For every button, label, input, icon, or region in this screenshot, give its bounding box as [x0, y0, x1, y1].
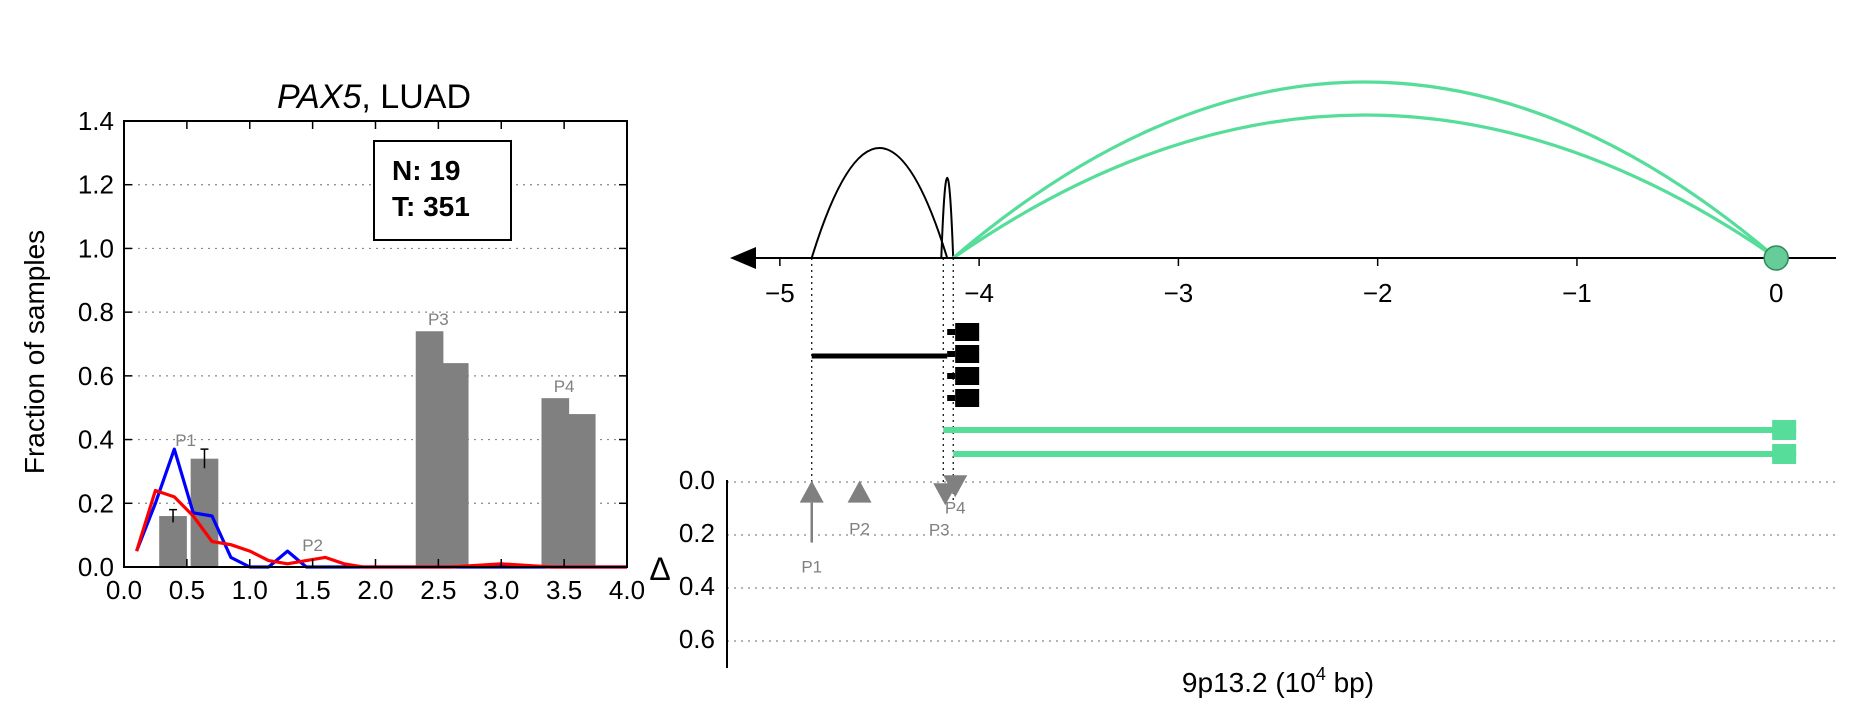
chart-title-gene: PAX5 — [277, 78, 362, 116]
genome-tick-label: −3 — [1164, 278, 1194, 308]
y-tick-label: 0.4 — [78, 425, 114, 455]
gene-model — [811, 323, 980, 407]
bar-group-label: P3 — [428, 310, 449, 329]
delta-marker-label: P2 — [849, 520, 870, 539]
x-tick-label: 4.0 — [609, 575, 645, 605]
exon-stub — [947, 373, 956, 379]
y-tick-label: 0.0 — [78, 552, 114, 582]
y-ticks: 0.0 0.2 0.4 0.6 0.8 1.0 1.2 1.4 — [78, 106, 627, 582]
y-tick-label: 1.4 — [78, 106, 114, 136]
x-tick-label: 1.0 — [232, 575, 268, 605]
exon-stub — [947, 351, 956, 357]
green-track-end — [1772, 420, 1797, 440]
delta-axis-label: Δ — [649, 551, 670, 587]
y-tick-label: 0.6 — [78, 361, 114, 391]
bar — [159, 516, 187, 567]
fraction-chart: PAX5, LUAD Fraction of samples P1P2P3P4 … — [19, 78, 645, 605]
exon-stub — [947, 329, 956, 335]
guide-lines — [811, 258, 954, 500]
chart-title-rest: , LUAD — [361, 78, 471, 116]
delta-up-triangle — [799, 480, 824, 503]
x-tick-label: 2.0 — [357, 575, 393, 605]
genome-axis-label-main: 9p13.2 (10 — [1182, 667, 1316, 698]
x-tick-label: 2.5 — [420, 575, 456, 605]
genome-ticks: −5 −4 −3 −2 −1 0 — [765, 258, 1783, 308]
y-tick-label: 1.2 — [78, 170, 114, 200]
delta-markers: P1 P2 P3 P4 — [799, 475, 968, 577]
counts-box: N: 19 T: 351 — [373, 140, 512, 241]
delta-ticks: 0.0 0.2 0.4 0.6 — [679, 465, 715, 654]
y-axis-label: Fraction of samples — [19, 230, 50, 474]
bar — [567, 414, 596, 567]
genome-tick-label: −2 — [1363, 278, 1393, 308]
x-tick-label: 1.5 — [295, 575, 331, 605]
x-tick-label: 3.5 — [546, 575, 582, 605]
delta-down-triangle — [943, 475, 968, 498]
exon-block — [955, 345, 980, 363]
delta-marker-label: P1 — [801, 558, 822, 577]
exon-stub — [947, 395, 956, 401]
delta-tick-label: 0.4 — [679, 571, 715, 601]
genome-axis-label-end: bp) — [1326, 667, 1374, 698]
delta-tick-label: 0.6 — [679, 624, 715, 654]
y-tick-label: 0.8 — [78, 297, 114, 327]
y-tick-label: 1.0 — [78, 233, 114, 263]
genome-tick-label: −1 — [1562, 278, 1592, 308]
exon-block — [955, 389, 980, 407]
genome-axis-label: 9p13.2 (104 bp) — [1182, 664, 1374, 698]
counts-box-frame — [373, 140, 512, 241]
y-tick-label: 0.2 — [78, 488, 114, 518]
delta-up-triangle — [847, 480, 872, 503]
bar — [440, 363, 469, 567]
strand-arrow-icon — [730, 247, 756, 269]
delta-tick-label: 0.0 — [679, 465, 715, 495]
green-arc — [952, 113, 1778, 260]
exon-block — [955, 367, 980, 385]
green-track-end — [1772, 444, 1797, 464]
x-tick-label: 0.0 — [106, 575, 142, 605]
x-ticks: 0.0 0.5 1.0 1.5 2.0 2.5 3.0 3.5 4.0 — [106, 121, 645, 605]
junction-arcs — [810, 80, 1778, 260]
chart-title: PAX5, LUAD — [277, 78, 471, 116]
genome-tick-label: 0 — [1769, 278, 1783, 308]
bar — [541, 398, 570, 567]
genome-track-diagram: −5 −4 −3 −2 −1 0 0.0 0.2 0.4 0.6 Δ P1 P2 P3 P4 9p13… — [649, 80, 1836, 698]
exon-block — [955, 323, 980, 341]
bar-group-label: P1 — [175, 431, 196, 450]
black-arc — [940, 177, 955, 259]
bar-series — [159, 331, 596, 567]
x-tick-label: 3.0 — [483, 575, 519, 605]
x-tick-label: 0.5 — [169, 575, 205, 605]
genome-axis-label-sup: 4 — [1316, 664, 1326, 684]
bar-group-label: P2 — [302, 536, 323, 555]
genome-tick-label: −5 — [765, 278, 795, 308]
delta-marker-label: P4 — [945, 498, 966, 517]
black-arc — [810, 147, 949, 259]
transcript-tracks — [943, 420, 1797, 464]
normal-count: N: 19 — [392, 155, 460, 186]
bar-group-label: P4 — [554, 377, 575, 396]
tumor-count: T: 351 — [392, 191, 470, 222]
delta-marker-label: P3 — [929, 520, 950, 539]
bar — [415, 331, 444, 567]
bar-group-labels: P1 P2 P3 P4 — [175, 310, 574, 555]
delta-gridlines — [727, 481, 1836, 642]
origin-marker — [1763, 245, 1789, 271]
green-arc — [952, 80, 1778, 260]
delta-tick-label: 0.2 — [679, 518, 715, 548]
genome-tick-label: −4 — [964, 278, 994, 308]
